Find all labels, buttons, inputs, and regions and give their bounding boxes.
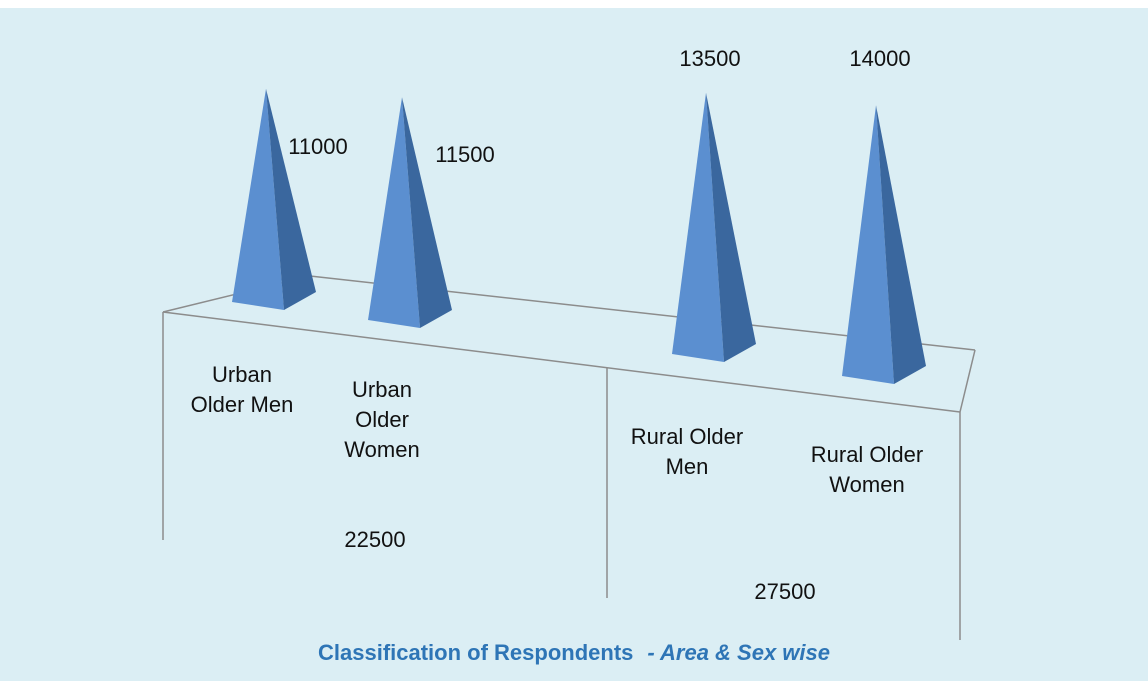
chart-area (0, 8, 1148, 681)
pyramid (368, 97, 452, 328)
pyramid-face (402, 97, 452, 328)
subtitle-text: - Area & Sex wise (647, 640, 830, 665)
pyramid (672, 92, 756, 363)
value-label: 13500 (679, 46, 741, 71)
floor-edge (162, 311, 961, 413)
category-label: Rural Older Men (630, 424, 744, 479)
group-total: 22500 (344, 527, 406, 552)
floor-edge (959, 349, 976, 413)
group-total: 27500 (754, 579, 816, 604)
value-label: 14000 (849, 46, 911, 71)
pyramid-face (876, 105, 926, 384)
pyramid-face (706, 92, 756, 363)
pyramid-face (232, 88, 284, 310)
category-label: Urban Older Men (190, 362, 294, 417)
pyramid-face (368, 97, 420, 328)
pyramid-face (672, 92, 724, 363)
value-label: 11500 (435, 142, 495, 167)
pyramid-face (266, 88, 316, 310)
pyramid (232, 88, 316, 310)
value-label: 11000 (288, 134, 348, 159)
pyramid-face (842, 105, 894, 384)
category-label: Rural Older Women (810, 442, 924, 497)
chart-title: Classification of Respondents - Area & Se… (0, 640, 1148, 666)
title-text: Classification of Respondents (318, 640, 634, 665)
category-label: Urban Older Women (344, 377, 420, 462)
pyramid (842, 105, 926, 384)
